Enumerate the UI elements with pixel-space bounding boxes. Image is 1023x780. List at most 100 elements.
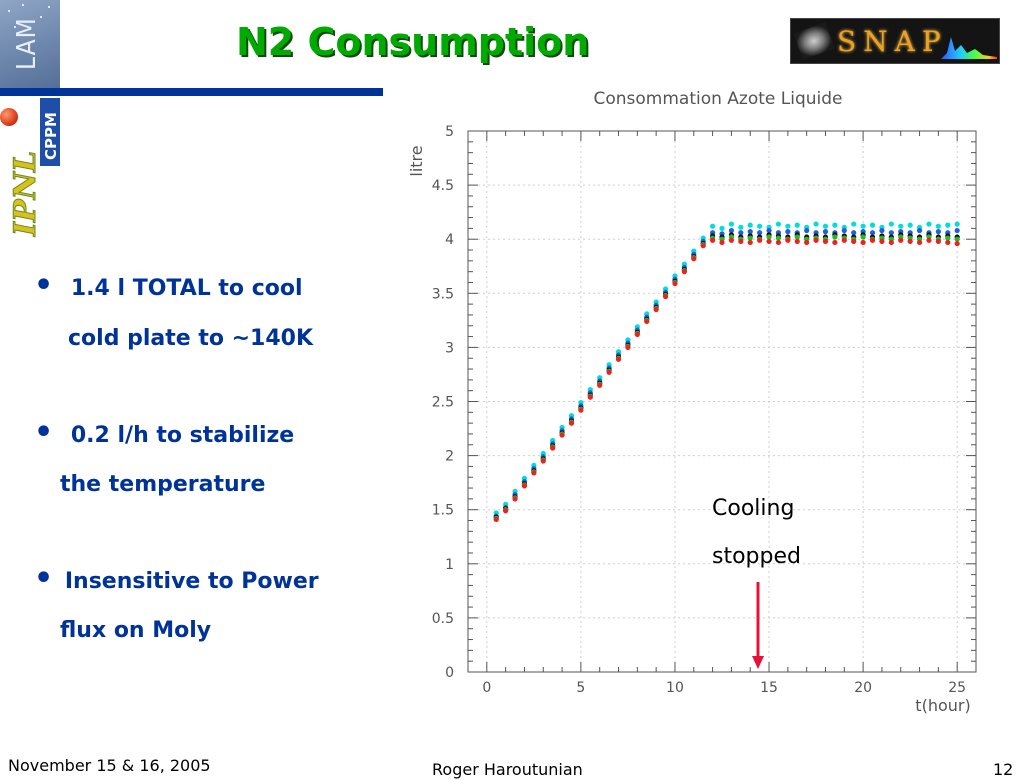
data-point (531, 470, 537, 476)
data-point (935, 238, 941, 244)
data-point (879, 238, 885, 244)
x-tick-label: 5 (576, 680, 585, 696)
data-point (766, 238, 772, 244)
y-axis-label: litre (407, 145, 426, 176)
snap-logo: SNAP (790, 18, 1000, 64)
y-tick-label: 5 (445, 124, 454, 140)
data-point (559, 432, 565, 438)
bullet-dot-icon: • (34, 561, 54, 596)
bullet-1-line-2: cold plate to ~140K (68, 326, 314, 351)
data-point (879, 227, 885, 234)
bullet-2-line-1: 0.2 l/h to stabilize (70, 423, 295, 448)
data-point (888, 221, 894, 227)
lam-logo: LAM (0, 0, 60, 88)
data-point (832, 239, 838, 246)
data-point (709, 237, 716, 243)
data-point (935, 223, 941, 229)
data-point (540, 458, 546, 464)
x-tick-label: 25 (948, 680, 966, 696)
data-point (747, 239, 753, 246)
data-point (709, 223, 716, 229)
cppm-logo: CPPM (0, 98, 60, 168)
data-point (634, 331, 640, 338)
data-point (851, 238, 857, 244)
data-point (898, 223, 904, 229)
data-point (775, 221, 782, 227)
series-2 (493, 232, 960, 520)
series-1 (493, 227, 960, 519)
annotation-line-1: Cooling (712, 496, 795, 521)
cppm-logo-text: CPPM (42, 112, 60, 160)
slide-title: N2 Consumption (236, 20, 590, 64)
ipnl-logo-text: IPNL (8, 150, 44, 236)
data-point (869, 230, 876, 236)
data-point (851, 230, 857, 236)
data-point (841, 237, 847, 243)
data-point (493, 516, 499, 523)
data-point (738, 230, 744, 236)
data-point (841, 227, 847, 234)
data-point (822, 223, 829, 229)
bullet-2-line-2: the temperature (60, 472, 266, 497)
chart-title: Consommation Azote Liquide (593, 89, 842, 109)
spectrum-icon (941, 37, 997, 59)
data-point (512, 496, 518, 502)
series-3 (493, 234, 960, 521)
x-tick-label: 10 (666, 680, 684, 696)
galaxy-icon (793, 22, 835, 60)
bullet-2: • 0.2 l/h to stabilize (34, 418, 295, 449)
data-point (785, 229, 791, 235)
data-point (757, 230, 763, 236)
data-point (945, 222, 951, 228)
data-point (888, 239, 894, 246)
data-point (606, 369, 612, 375)
data-point (757, 237, 763, 243)
y-tick-label: 2 (445, 449, 454, 465)
data-point (653, 306, 659, 313)
data-point (813, 237, 819, 243)
data-point (785, 223, 791, 229)
data-point (672, 280, 678, 287)
bullet-dot-icon: • (34, 415, 54, 450)
y-tick-label: 1 (445, 557, 454, 573)
data-point (954, 227, 960, 234)
data-point (521, 483, 528, 489)
x-axis-label: t(hour) (915, 696, 970, 715)
data-point (700, 243, 706, 249)
title-underline-bar (0, 88, 383, 96)
data-point (898, 237, 904, 243)
data-point (662, 293, 669, 300)
data-point (804, 239, 810, 246)
data-point (851, 221, 857, 227)
data-point (804, 227, 810, 234)
data-point (860, 223, 866, 229)
ipnl-logo: IPNL (2, 150, 58, 242)
annotation-arrow-icon (752, 582, 764, 669)
data-point (860, 234, 866, 240)
cppm-ball-icon (0, 108, 18, 126)
data-point (935, 229, 941, 235)
y-tick-label: 3.5 (432, 286, 454, 302)
data-point (568, 420, 575, 426)
data-point (550, 445, 556, 451)
data-point (794, 222, 800, 228)
data-point (775, 235, 782, 241)
axis-ticks: 0 5 10 15 20 25 0 0.5 1 1.5 2 2.5 3 3.5 4 4.5 5 (432, 124, 976, 696)
data-point (587, 394, 593, 400)
data-point (813, 221, 819, 227)
data-point (907, 238, 913, 244)
bullet-3-line-2: flux on Moly (60, 618, 212, 643)
data-point (907, 222, 913, 228)
data-point (747, 229, 753, 235)
data-point (888, 230, 894, 236)
y-tick-label: 1.5 (432, 503, 454, 519)
data-point (644, 318, 650, 325)
data-point (728, 237, 735, 243)
data-point (832, 222, 838, 228)
data-point (822, 229, 829, 235)
data-point (691, 256, 697, 262)
data-point (954, 221, 960, 227)
data-point (747, 235, 753, 241)
bullet-3-line-1: Insensitive to Power (64, 569, 319, 594)
data-point (926, 221, 932, 227)
